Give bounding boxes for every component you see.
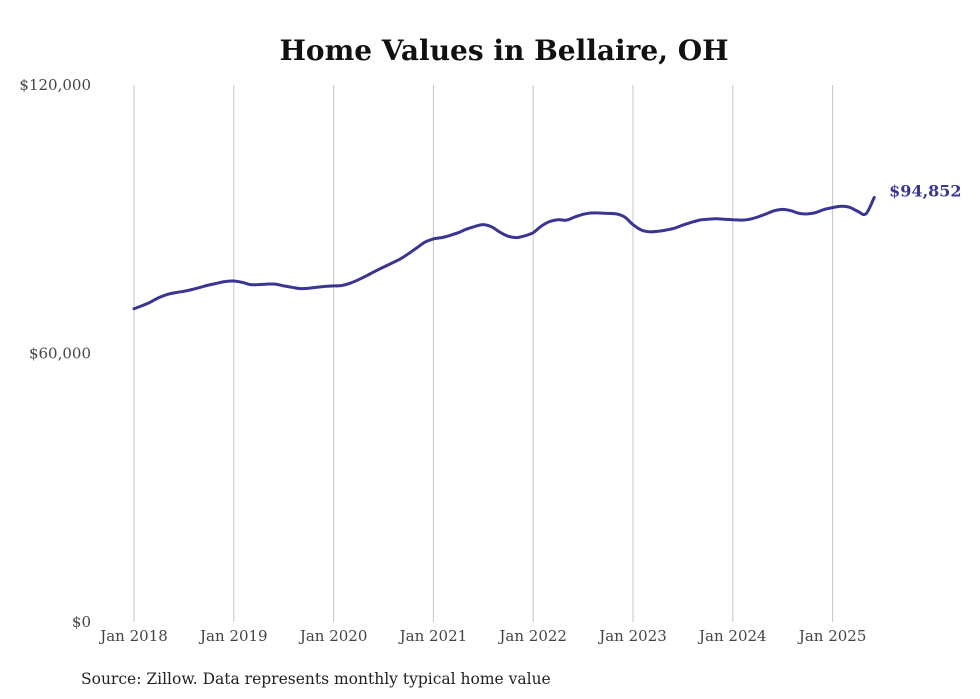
- y-tick-label: $60,000: [29, 345, 91, 363]
- x-tick-label: Jan 2022: [497, 627, 567, 645]
- x-tick-label: Jan 2024: [697, 627, 767, 645]
- x-tick-label: Jan 2021: [398, 627, 468, 645]
- chart-title: Home Values in Bellaire, OH: [279, 34, 728, 67]
- end-value-label: $94,852: [889, 182, 961, 201]
- y-tick-label: $0: [72, 613, 91, 631]
- x-tick-label: Jan 2018: [98, 627, 168, 645]
- series-group: [132, 196, 876, 311]
- source-note: Source: Zillow. Data represents monthly …: [81, 670, 551, 688]
- y-tick-label: $120,000: [19, 76, 91, 94]
- series-line: [132, 196, 876, 311]
- x-axis: Jan 2018 Jan 2019 Jan 2020 Jan 2021 Jan 2022…: [98, 627, 866, 645]
- x-tick-label: Jan 2025: [797, 627, 867, 645]
- x-tick-label: Jan 2020: [298, 627, 368, 645]
- x-tick-label: Jan 2019: [198, 627, 268, 645]
- gridlines: [133, 85, 834, 622]
- y-axis: $0 $60,000 $120,000: [19, 76, 91, 631]
- x-tick-label: Jan 2023: [597, 627, 667, 645]
